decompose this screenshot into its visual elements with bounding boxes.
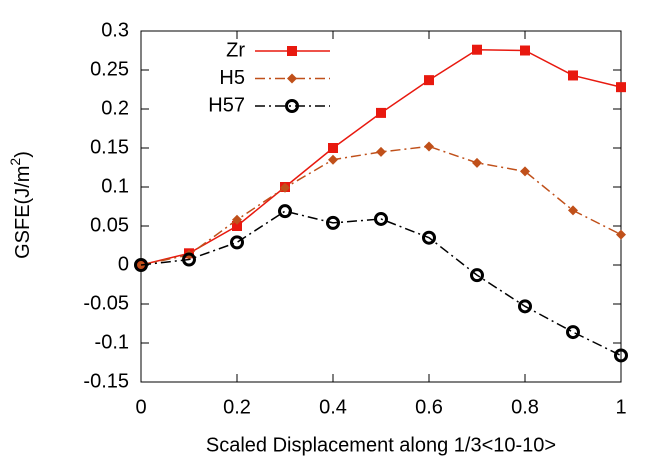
- marker: [422, 230, 436, 245]
- marker: [616, 229, 626, 240]
- y-axis-label-end: ): [12, 151, 34, 158]
- x-tick-label: 1: [615, 396, 626, 418]
- marker: [328, 143, 338, 153]
- marker: [616, 82, 626, 93]
- x-tick-label: 0.2: [223, 396, 251, 418]
- y-axis-label-main: GSFE(J/m: [12, 166, 34, 259]
- x-tick-label: 0.6: [415, 396, 443, 418]
- y-tick-label: 0: [118, 253, 129, 275]
- marker: [326, 215, 340, 230]
- series-line: [140, 48, 622, 266]
- marker: [230, 235, 244, 250]
- marker: [182, 252, 196, 267]
- marker: [472, 44, 482, 55]
- y-tick-label: 0.2: [101, 97, 129, 119]
- y-axis-label: GSFE(J/m2): [7, 151, 35, 259]
- marker: [566, 325, 580, 340]
- marker: [376, 146, 386, 157]
- y-tick-label: 0.1: [101, 175, 129, 197]
- x-tick-label: 0.4: [319, 396, 347, 418]
- marker: [518, 299, 532, 314]
- marker: [376, 107, 386, 118]
- y-tick-label: 0.3: [101, 19, 129, 41]
- marker: [328, 154, 338, 165]
- x-tick-label: 0.8: [511, 396, 539, 418]
- marker: [424, 141, 434, 152]
- y-tick-label: 0.05: [90, 214, 129, 236]
- marker: [470, 268, 484, 283]
- marker: [134, 258, 148, 272]
- marker: [374, 211, 388, 226]
- marker: [614, 348, 628, 363]
- legend-marker: [285, 99, 299, 113]
- marker: [520, 166, 530, 177]
- marker: [472, 157, 482, 168]
- legend-marker: [287, 73, 297, 84]
- legend-label: H5: [219, 67, 245, 89]
- marker: [278, 204, 292, 219]
- marker: [424, 75, 434, 86]
- x-axis-label: Scaled Displacement along 1/3<10-10>: [206, 434, 556, 456]
- marker: [232, 214, 242, 225]
- plot-frame: [140, 30, 622, 383]
- legend-marker: [287, 46, 297, 56]
- legend-label: Zr: [226, 39, 245, 61]
- marker: [280, 182, 290, 193]
- y-axis-label-sup: 2: [7, 158, 23, 166]
- y-tick-label: -0.15: [83, 370, 129, 392]
- series-line: [140, 210, 622, 357]
- y-tick-label: -0.05: [83, 292, 129, 314]
- y-tick-label: 0.25: [90, 58, 129, 80]
- y-tick-label: 0.15: [90, 136, 129, 158]
- legend-label: H57: [208, 94, 245, 116]
- marker: [520, 45, 530, 56]
- x-tick-label: 0: [135, 396, 146, 418]
- marker: [568, 205, 578, 216]
- marker: [568, 70, 578, 81]
- marker: [232, 221, 242, 231]
- y-tick-label: -0.1: [95, 331, 129, 353]
- series-line: [140, 145, 622, 266]
